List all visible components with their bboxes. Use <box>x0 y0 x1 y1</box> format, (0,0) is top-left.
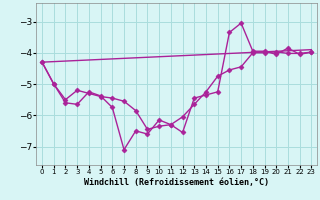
X-axis label: Windchill (Refroidissement éolien,°C): Windchill (Refroidissement éolien,°C) <box>84 178 269 187</box>
